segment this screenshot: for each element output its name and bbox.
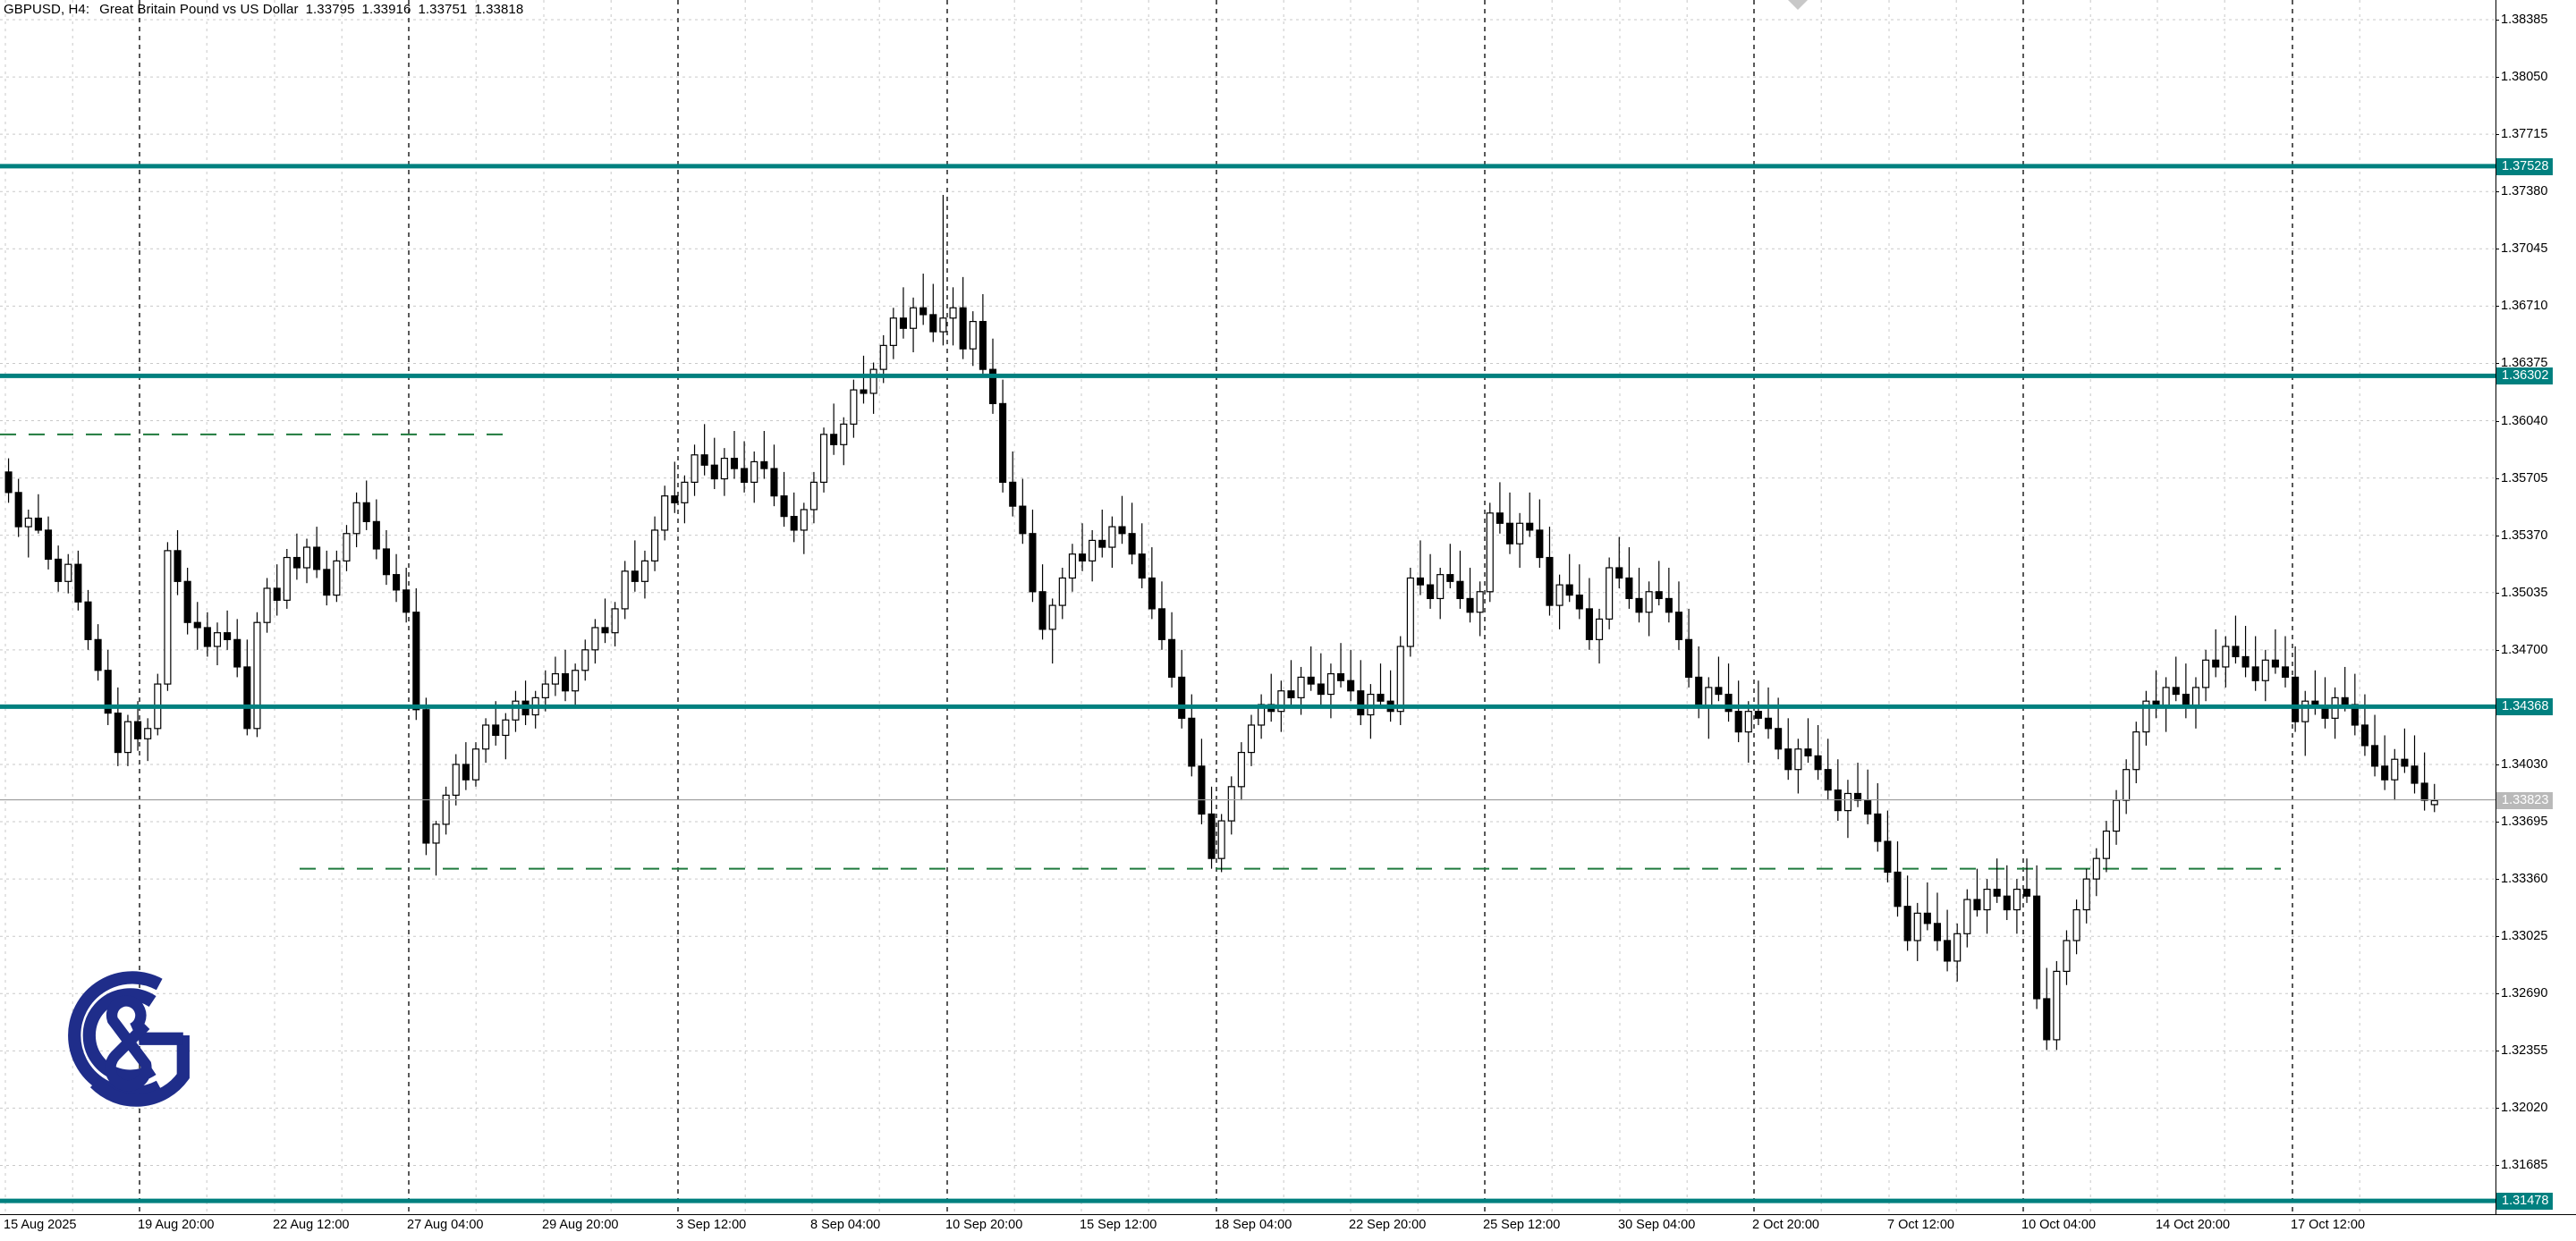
symbol-timeframe-label: GBPUSD, H4: (4, 1, 90, 17)
price-tick-label: 1.32355 (2501, 1043, 2548, 1059)
price-tick: 1.36040 (2496, 414, 2576, 429)
price-tick-label: 1.36375 (2501, 356, 2548, 371)
time-tick-label: 8 Sep 04:00 (810, 1218, 881, 1232)
price-tick-label: 1.32020 (2501, 1101, 2548, 1116)
price-tick-label: 1.38385 (2501, 12, 2548, 27)
price-tick: 1.37715 (2496, 127, 2576, 142)
level-price-badge[interactable]: 1.37528 (2496, 157, 2554, 175)
price-tick: 1.34030 (2496, 757, 2576, 772)
time-tick-label: 29 Aug 20:00 (542, 1218, 619, 1232)
price-tick: 1.37045 (2496, 241, 2576, 257)
cg-logo (68, 971, 190, 1107)
price-axis[interactable]: 1.38385 1.38050 1.37715 1.37380 1.37045 1.367… (2496, 0, 2576, 1214)
price-tick-label: 1.37380 (2501, 184, 2548, 199)
price-tick-mark (2496, 77, 2499, 79)
price-tick: 1.34700 (2496, 643, 2576, 658)
price-tick: 1.37380 (2496, 184, 2576, 199)
price-tick-label: 1.38050 (2501, 70, 2548, 85)
price-tick: 1.36710 (2496, 299, 2576, 314)
price-tick-mark (2496, 477, 2499, 479)
price-tick-mark (2496, 19, 2499, 21)
price-tick: 1.35705 (2496, 471, 2576, 486)
price-tick-mark (2496, 306, 2499, 308)
price-tick-label: 1.35370 (2501, 528, 2548, 543)
price-tick: 1.33695 (2496, 815, 2576, 830)
chart-header: GBPUSD, H4: Great Britain Pound vs US Do… (4, 1, 523, 17)
level-price-badge[interactable]: 1.36302 (2496, 367, 2554, 385)
time-tick-label: 15 Sep 12:00 (1080, 1218, 1157, 1232)
price-tick-mark (2496, 936, 2499, 938)
time-axis-line (0, 1214, 2576, 1215)
quote-close: 1.33818 (474, 1, 524, 17)
price-tick-label: 1.37045 (2501, 241, 2548, 257)
price-tick: 1.35035 (2496, 586, 2576, 601)
time-tick-label: 10 Sep 20:00 (945, 1218, 1023, 1232)
price-tick-label: 1.34700 (2501, 642, 2548, 657)
price-tick-mark (2496, 822, 2499, 823)
instrument-description: Great Britain Pound vs US Dollar (99, 1, 299, 17)
price-tick-label: 1.31685 (2501, 1158, 2548, 1173)
price-tick-mark (2496, 134, 2499, 136)
price-tick: 1.32690 (2496, 986, 2576, 1001)
price-tick-label: 1.33695 (2501, 815, 2548, 830)
price-tick-mark (2496, 764, 2499, 765)
price-tick-label: 1.33360 (2501, 872, 2548, 887)
price-tick-mark (2496, 1108, 2499, 1110)
time-tick-label: 22 Sep 20:00 (1349, 1218, 1427, 1232)
price-tick-mark (2496, 592, 2499, 594)
time-tick-label: 17 Oct 12:00 (2291, 1218, 2366, 1232)
level-price-badge[interactable]: 1.31478 (2496, 1193, 2554, 1211)
time-tick-label: 10 Oct 04:00 (2021, 1218, 2097, 1232)
price-tick: 1.36375 (2496, 356, 2576, 371)
time-tick-label: 18 Sep 04:00 (1215, 1218, 1292, 1232)
price-tick: 1.33025 (2496, 929, 2576, 944)
price-tick-mark (2496, 649, 2499, 651)
current-price-badge: 1.33823 (2496, 791, 2554, 809)
price-tick: 1.38385 (2496, 13, 2576, 28)
time-tick-label: 27 Aug 04:00 (407, 1218, 484, 1232)
time-tick-label: 19 Aug 20:00 (138, 1218, 215, 1232)
price-tick: 1.33360 (2496, 872, 2576, 887)
chart-canvas (0, 0, 2496, 1214)
price-tick-label: 1.36040 (2501, 413, 2548, 428)
time-tick-label: 3 Sep 12:00 (676, 1218, 747, 1232)
price-tick-mark (2496, 363, 2499, 365)
price-tick-label: 1.35035 (2501, 585, 2548, 600)
quote-low: 1.33751 (418, 1, 468, 17)
level-price-badge[interactable]: 1.34368 (2496, 698, 2554, 716)
time-axis[interactable]: 15 Aug 2025 19 Aug 20:00 22 Aug 12:00 27 Au… (0, 1214, 2576, 1241)
time-tick-label: 2 Oct 20:00 (1752, 1218, 1819, 1232)
price-tick: 1.32355 (2496, 1043, 2576, 1059)
chart-plot-area[interactable] (0, 0, 2496, 1214)
price-tick: 1.38050 (2496, 70, 2576, 85)
price-tick-mark (2496, 879, 2499, 881)
price-tick: 1.31685 (2496, 1158, 2576, 1173)
price-tick-label: 1.34030 (2501, 756, 2548, 772)
price-tick-mark (2496, 993, 2499, 995)
price-tick-label: 1.36710 (2501, 299, 2548, 314)
chart-top-marker-icon (1788, 0, 1808, 10)
quote-high: 1.33916 (361, 1, 411, 17)
time-tick-label: 15 Aug 2025 (4, 1218, 77, 1232)
price-tick-mark (2496, 1165, 2499, 1167)
quote-open: 1.33795 (305, 1, 355, 17)
price-tick: 1.35370 (2496, 528, 2576, 544)
time-tick-label: 22 Aug 12:00 (273, 1218, 350, 1232)
time-tick-label: 7 Oct 12:00 (1887, 1218, 1954, 1232)
time-tick-label: 14 Oct 20:00 (2156, 1218, 2231, 1232)
price-tick: 1.32020 (2496, 1101, 2576, 1116)
price-tick-label: 1.33025 (2501, 929, 2548, 944)
price-tick-mark (2496, 191, 2499, 193)
price-tick-label: 1.37715 (2501, 127, 2548, 142)
price-tick-label: 1.35705 (2501, 470, 2548, 485)
price-tick-mark (2496, 420, 2499, 422)
price-tick-label: 1.32690 (2501, 986, 2548, 1001)
time-tick-label: 25 Sep 12:00 (1483, 1218, 1561, 1232)
time-tick-label: 30 Sep 04:00 (1618, 1218, 1696, 1232)
